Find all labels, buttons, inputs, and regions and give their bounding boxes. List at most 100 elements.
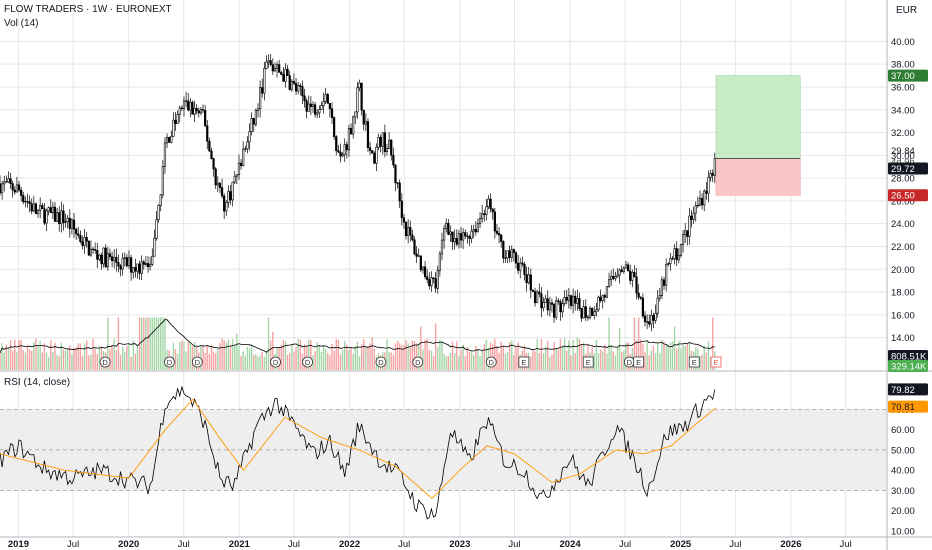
volume-bar: [373, 348, 376, 370]
candle-body: [449, 231, 452, 235]
candle-body: [364, 121, 367, 125]
candle-body: [34, 203, 38, 214]
volume-bar: [47, 356, 50, 370]
volume-bar: [644, 351, 646, 370]
volume-bar: [200, 345, 202, 370]
volume-bar: [424, 339, 426, 370]
candle-body: [142, 261, 145, 265]
volume-bar: [671, 341, 674, 370]
volume-bar: [426, 338, 428, 370]
volume-bar: [20, 339, 22, 370]
candle-body: [404, 221, 408, 236]
volume-bar: [257, 356, 259, 370]
candle-body: [356, 87, 359, 113]
price-tick-label: 16.00: [891, 310, 915, 321]
candle-body: [512, 249, 515, 254]
volume-bar: [532, 348, 534, 370]
candle-body: [51, 206, 54, 214]
candle-body: [500, 234, 503, 242]
candle-body: [121, 258, 124, 270]
candle-body: [269, 60, 272, 65]
volume-bar: [333, 350, 335, 370]
volume-bar: [498, 352, 500, 370]
volume-bar: [282, 340, 285, 370]
candle-body: [432, 277, 435, 279]
time-tick-label: Jul: [619, 539, 631, 550]
candle-body: [521, 262, 524, 265]
stop-price-label: 26.50: [891, 191, 915, 202]
event-marker-label: D: [489, 358, 495, 367]
candle-body: [409, 227, 412, 236]
candle-body: [514, 252, 518, 264]
volume-bar: [682, 344, 684, 370]
candle-body: [567, 295, 570, 301]
volume-bar: [308, 339, 310, 370]
volume-bar: [709, 356, 712, 370]
volume-bar: [229, 345, 232, 370]
target-price-label-bg: [888, 69, 928, 82]
candle-body: [322, 101, 325, 106]
candle-body: [555, 300, 558, 318]
candle-body: [413, 239, 416, 255]
candle-body: [620, 269, 623, 272]
candle-body: [445, 222, 448, 229]
volume-bar: [570, 355, 572, 370]
volume-bar: [536, 339, 538, 370]
candle-body: [349, 128, 353, 135]
candle-body: [497, 233, 501, 236]
candle-body: [41, 205, 44, 210]
candle-body: [284, 68, 287, 82]
volume-bar: [489, 342, 492, 370]
volume-bar: [231, 338, 234, 370]
volume-bar: [511, 339, 513, 370]
volume-bar: [289, 352, 291, 370]
volume-bar: [673, 326, 676, 370]
volume-bar: [164, 317, 166, 370]
volume-bar: [663, 341, 665, 370]
volume-bar: [430, 350, 433, 370]
candle-body: [299, 85, 302, 87]
volume-bar: [90, 354, 92, 370]
candle-body: [565, 297, 568, 301]
candle-body: [540, 293, 543, 309]
event-marker-label: D: [102, 358, 108, 367]
candle-body: [252, 118, 255, 125]
candle-body: [709, 173, 712, 178]
position-tool[interactable]: [715, 75, 801, 196]
candle-body: [292, 81, 296, 84]
volume-bar: [396, 340, 399, 370]
volume-bar: [223, 340, 225, 370]
candle-body: [212, 158, 215, 170]
candle-body: [326, 94, 329, 104]
volume-bar: [437, 347, 439, 370]
candle-body: [335, 136, 338, 151]
volume-bar: [360, 344, 363, 370]
candle-body: [603, 295, 606, 298]
candle-body: [462, 232, 465, 241]
candle-body: [290, 81, 293, 90]
candle-body: [542, 302, 545, 309]
volume-bar: [483, 344, 485, 370]
dividend-marker: [99, 356, 111, 368]
candle-body: [679, 244, 683, 257]
time-tick-label: Jul: [840, 539, 852, 550]
candle-body: [402, 217, 406, 223]
candle-body: [396, 182, 399, 184]
candle-body: [572, 295, 575, 306]
candle-body: [381, 132, 384, 147]
candle-body: [60, 210, 63, 225]
volume-bar: [447, 356, 450, 370]
profit-zone: [715, 75, 801, 159]
volume-bar: [136, 346, 139, 370]
candle-body: [263, 68, 266, 94]
dividend-marker: [412, 356, 424, 368]
volume-bar: [580, 344, 583, 370]
event-marker-label: E: [713, 358, 718, 367]
candle-body: [643, 315, 647, 323]
candle-body: [307, 103, 310, 112]
candle-body: [39, 205, 42, 211]
candle-body: [110, 256, 114, 261]
volume-bar: [5, 344, 8, 370]
